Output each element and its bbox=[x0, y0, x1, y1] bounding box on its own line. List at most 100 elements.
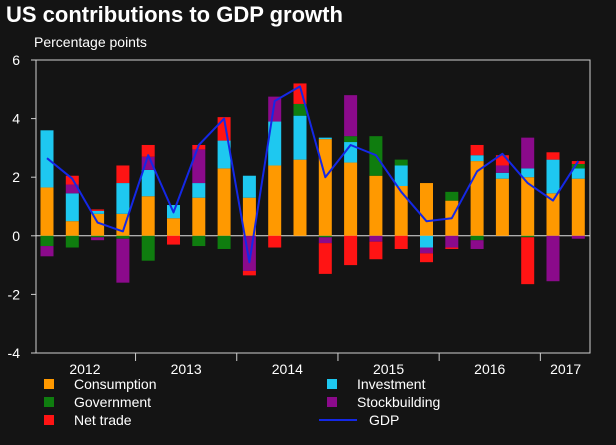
bar-net-trade bbox=[495, 155, 509, 166]
legend-label: GDP bbox=[369, 412, 400, 428]
bar-stockbuilding bbox=[369, 235, 383, 242]
bar-net-trade bbox=[91, 209, 105, 211]
bar-net-trade bbox=[369, 241, 383, 260]
bar-consumption bbox=[495, 178, 509, 236]
bar-consumption bbox=[318, 139, 332, 236]
bar-government bbox=[394, 159, 408, 166]
y-tick-label: 2 bbox=[12, 169, 20, 185]
bar-investment bbox=[293, 115, 307, 160]
bar-stockbuilding bbox=[495, 165, 509, 173]
bar-consumption bbox=[91, 213, 105, 236]
plot-frame bbox=[35, 59, 591, 354]
bar-stockbuilding bbox=[116, 238, 130, 283]
legend-swatch bbox=[44, 415, 54, 426]
bar-consumption bbox=[141, 196, 155, 236]
bar-government bbox=[141, 235, 155, 261]
x-year-label: 2017 bbox=[550, 361, 581, 377]
bar-consumption bbox=[40, 187, 54, 236]
bar-net-trade bbox=[167, 235, 180, 245]
legend-item-gdp: GDP bbox=[319, 412, 400, 428]
x-year-label: 2015 bbox=[373, 361, 404, 377]
bar-stockbuilding bbox=[318, 237, 332, 244]
bar-stockbuilding bbox=[571, 235, 585, 239]
x-year-label: 2014 bbox=[272, 361, 303, 377]
bar-net-trade bbox=[445, 247, 459, 249]
bar-investment bbox=[192, 183, 206, 198]
bar-investment bbox=[91, 210, 105, 214]
bar-net-trade bbox=[394, 235, 408, 249]
bar-investment bbox=[470, 155, 484, 162]
chart-title: US contributions to GDP growth bbox=[6, 2, 343, 27]
y-tick-label: 6 bbox=[12, 52, 20, 68]
legend-swatch bbox=[319, 419, 357, 422]
bar-consumption bbox=[242, 197, 256, 236]
bar-investment bbox=[242, 175, 256, 198]
y-tick-label: -2 bbox=[8, 286, 21, 302]
bar-stockbuilding bbox=[470, 240, 484, 249]
bar-stockbuilding bbox=[546, 235, 560, 282]
bar-investment bbox=[546, 159, 560, 194]
legend-item-consumption: Consumption bbox=[44, 376, 157, 392]
bar-investment bbox=[420, 235, 433, 248]
bar-stockbuilding bbox=[445, 235, 459, 248]
y-tick-label: 0 bbox=[12, 228, 20, 244]
bar-consumption bbox=[65, 221, 79, 236]
bar-government bbox=[91, 235, 105, 238]
bar-government bbox=[344, 136, 358, 143]
bar-government bbox=[65, 235, 79, 248]
legend-item-net-trade: Net trade bbox=[44, 412, 132, 428]
bar-investment bbox=[495, 172, 509, 179]
bar-investment bbox=[116, 183, 130, 214]
bar-stockbuilding bbox=[521, 137, 535, 169]
bar-consumption bbox=[521, 177, 535, 236]
legend-swatch bbox=[44, 397, 54, 408]
x-year-label: 2012 bbox=[69, 361, 100, 377]
bar-stockbuilding bbox=[65, 184, 79, 194]
bar-investment bbox=[268, 121, 282, 166]
bar-net-trade bbox=[521, 237, 535, 285]
bar-stockbuilding bbox=[192, 149, 206, 184]
legend-swatch bbox=[44, 379, 54, 390]
bar-consumption bbox=[546, 193, 560, 236]
bar-government bbox=[40, 235, 54, 247]
legend-label: Government bbox=[74, 394, 152, 410]
legend-swatch bbox=[327, 397, 337, 408]
bar-consumption bbox=[167, 218, 180, 236]
bar-net-trade bbox=[141, 144, 155, 157]
legend-label: Consumption bbox=[74, 376, 157, 392]
bar-net-trade bbox=[242, 270, 256, 276]
bar-consumption bbox=[470, 161, 484, 236]
bar-government bbox=[116, 235, 130, 239]
bar-net-trade bbox=[318, 243, 332, 274]
bar-consumption bbox=[344, 162, 358, 236]
bar-net-trade bbox=[116, 165, 130, 184]
bar-consumption bbox=[293, 159, 307, 236]
bar-investment bbox=[217, 140, 231, 169]
x-year-label: 2016 bbox=[474, 361, 505, 377]
bar-stockbuilding bbox=[91, 237, 105, 241]
bar-net-trade bbox=[470, 144, 484, 156]
bar-stockbuilding bbox=[344, 95, 358, 137]
bar-government bbox=[470, 235, 484, 241]
legend-item-government: Government bbox=[44, 394, 151, 410]
bar-investment bbox=[521, 168, 535, 178]
bar-consumption bbox=[571, 178, 585, 236]
bar-net-trade bbox=[268, 235, 282, 248]
legend-swatch bbox=[327, 379, 337, 390]
bar-government bbox=[318, 235, 332, 238]
bar-consumption bbox=[192, 197, 206, 236]
bar-consumption bbox=[394, 185, 408, 236]
bar-stockbuilding bbox=[420, 247, 433, 254]
bar-investment bbox=[65, 193, 79, 222]
bar-government bbox=[293, 103, 307, 116]
bar-government bbox=[192, 235, 206, 247]
bar-consumption bbox=[217, 168, 231, 236]
legend-label: Net trade bbox=[74, 412, 132, 428]
legend-item-investment: Investment bbox=[327, 376, 425, 392]
legend-label: Stockbuilding bbox=[357, 394, 441, 410]
bar-investment bbox=[394, 165, 408, 186]
legend-label: Investment bbox=[357, 376, 426, 392]
bar-consumption bbox=[369, 175, 383, 236]
bar-investment bbox=[318, 137, 332, 140]
